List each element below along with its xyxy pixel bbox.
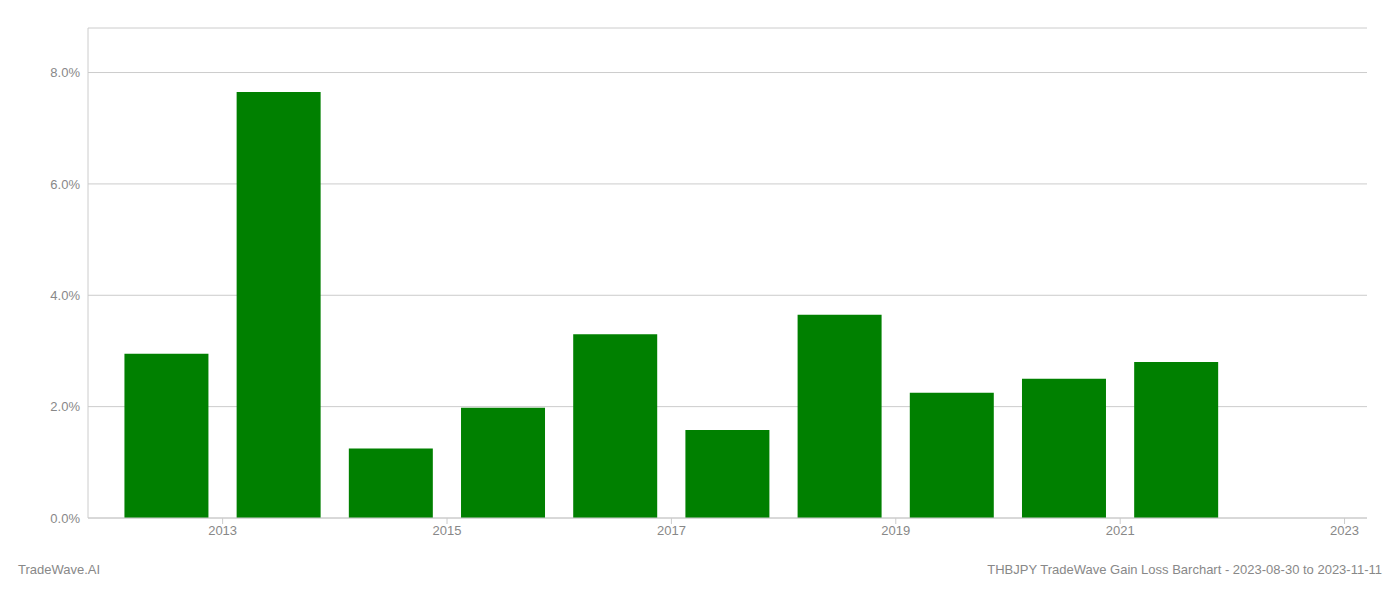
svg-text:4.0%: 4.0% <box>50 288 80 303</box>
svg-text:2019: 2019 <box>881 523 910 538</box>
svg-text:2017: 2017 <box>657 523 686 538</box>
svg-text:0.0%: 0.0% <box>50 511 80 526</box>
svg-text:2013: 2013 <box>208 523 237 538</box>
svg-text:2015: 2015 <box>433 523 462 538</box>
svg-text:2023: 2023 <box>1330 523 1359 538</box>
html-text:THBJPY TradeWave Gain Loss Bar: THBJPY TradeWave Gain Loss Barchart - 20… <box>987 562 1382 577</box>
svg-text:2021: 2021 <box>1106 523 1135 538</box>
svg-text:8.0%: 8.0% <box>50 65 80 80</box>
svg-text:6.0%: 6.0% <box>50 177 80 192</box>
svg-text:2.0%: 2.0% <box>50 399 80 414</box>
html-text:TradeWave.AI: TradeWave.AI <box>18 562 101 577</box>
